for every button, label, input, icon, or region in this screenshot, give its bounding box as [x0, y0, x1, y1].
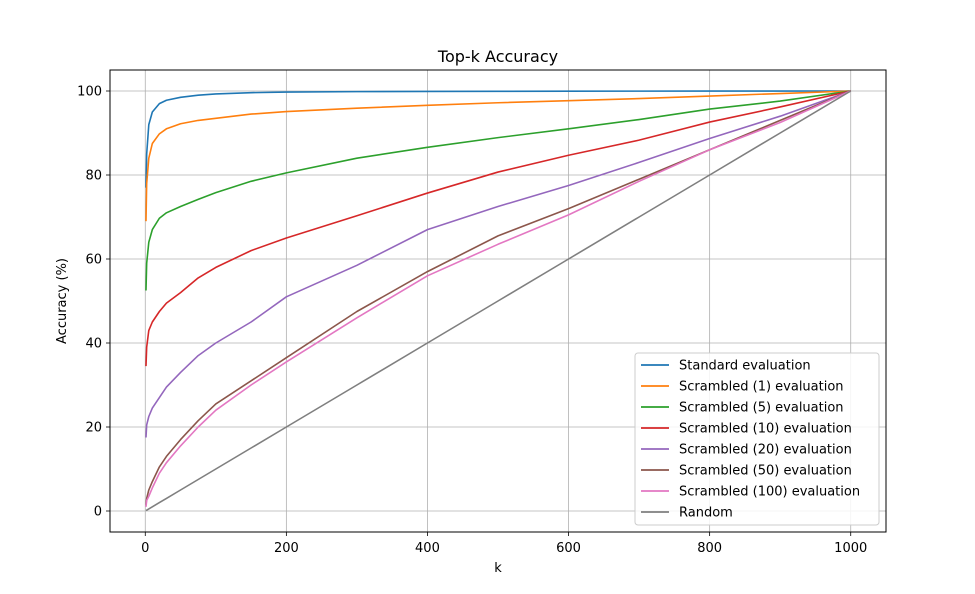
y-tick-label: 0 [94, 505, 102, 520]
legend-label: Scrambled (1) evaluation [679, 380, 844, 395]
y-tick-label: 60 [85, 253, 102, 268]
legend: Standard evaluation Scrambled (1) evaluat… [634, 352, 880, 526]
x-axis-ticks: 0 200 400 600 800 1000 [141, 532, 867, 556]
series-line-4 [145, 90, 851, 438]
x-axis-label: k [494, 561, 502, 576]
series-line-3 [145, 90, 851, 367]
legend-box [634, 352, 880, 526]
x-tick-label: 600 [556, 541, 581, 556]
x-tick-label: 1000 [834, 541, 867, 556]
y-tick-label: 40 [85, 337, 102, 352]
y-axis-ticks: 0 20 40 60 80 100 [77, 85, 110, 520]
legend-label: Random [679, 506, 733, 521]
x-tick-label: 400 [415, 541, 440, 556]
series-line-2 [145, 90, 851, 291]
y-tick-label: 80 [85, 169, 102, 184]
plot-frame [109, 69, 887, 533]
legend-label: Scrambled (5) evaluation [679, 401, 844, 416]
series-line-0 [145, 90, 851, 188]
series-line-6 [145, 90, 852, 507]
y-tick-label: 20 [85, 421, 102, 436]
legend-label: Scrambled (10) evaluation [679, 422, 852, 437]
legend-label: Scrambled (100) evaluation [679, 485, 860, 500]
x-tick-label: 0 [141, 541, 149, 556]
x-tick-label: 200 [274, 541, 299, 556]
chart-title: Top-k Accuracy [437, 47, 558, 66]
series-line-7 [145, 90, 852, 512]
legend-label: Scrambled (20) evaluation [679, 443, 852, 458]
y-tick-label: 100 [77, 85, 102, 100]
series-layer [145, 90, 852, 512]
y-axis-label: Accuracy (%) [55, 258, 70, 344]
series-line-5 [145, 90, 852, 505]
x-tick-label: 800 [697, 541, 722, 556]
legend-label: Standard evaluation [679, 359, 811, 374]
legend-label: Scrambled (50) evaluation [679, 464, 852, 479]
series-line-1 [145, 90, 851, 222]
